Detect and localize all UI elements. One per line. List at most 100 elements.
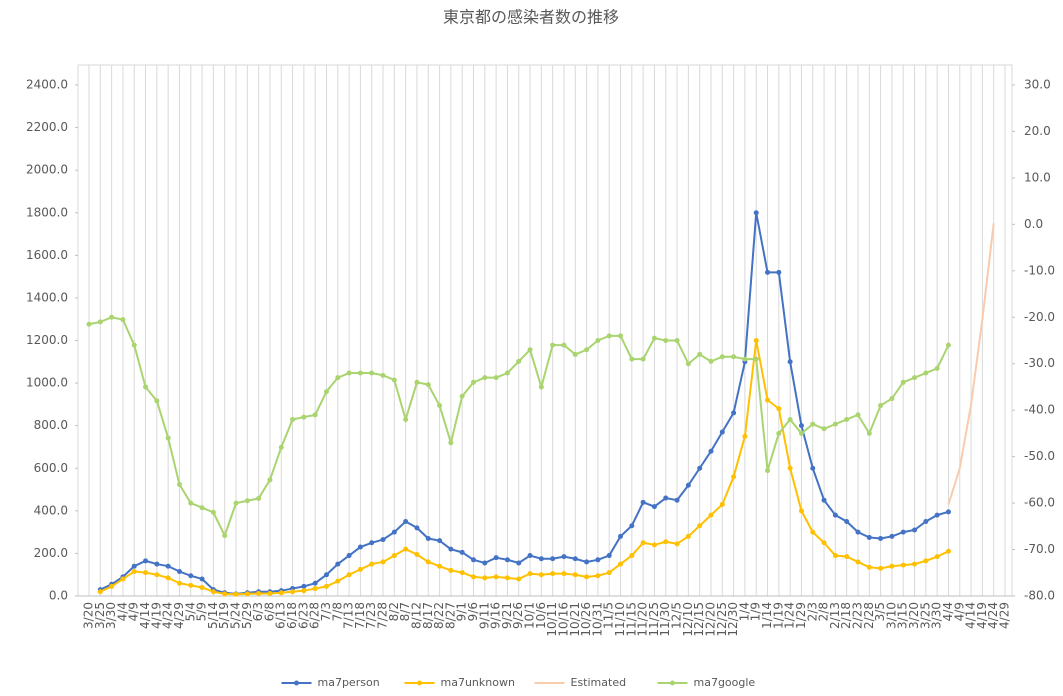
x-tick-label: 10/21 bbox=[568, 602, 582, 637]
point bbox=[97, 589, 103, 595]
x-tick-label: 11/20 bbox=[636, 602, 650, 637]
point bbox=[765, 468, 771, 474]
point bbox=[131, 563, 137, 569]
point bbox=[504, 370, 510, 376]
x-tick-label: 9/11 bbox=[477, 602, 491, 629]
x-tick-label: 5/29 bbox=[240, 602, 254, 629]
point bbox=[674, 541, 680, 547]
point bbox=[798, 423, 804, 429]
point bbox=[844, 554, 850, 560]
y2-tick-label: -70.0 bbox=[1024, 542, 1055, 556]
point bbox=[188, 500, 194, 506]
point bbox=[674, 497, 680, 503]
point bbox=[267, 590, 273, 596]
point bbox=[651, 504, 657, 510]
point bbox=[233, 500, 239, 506]
point bbox=[527, 553, 533, 559]
point bbox=[550, 571, 556, 577]
y2-tick-label: 30.0 bbox=[1024, 78, 1051, 92]
series-line bbox=[99, 212, 949, 595]
point bbox=[798, 430, 804, 436]
point bbox=[572, 572, 578, 578]
point bbox=[425, 536, 431, 542]
point bbox=[753, 210, 759, 216]
point bbox=[176, 580, 182, 586]
y-tick-label: 200.0 bbox=[34, 546, 68, 560]
x-tick-label: 6/23 bbox=[296, 602, 310, 629]
point bbox=[663, 495, 669, 501]
point bbox=[165, 435, 171, 441]
x-tick-label: 3/30 bbox=[930, 602, 944, 629]
y-tick-label: 1800.0 bbox=[26, 205, 68, 219]
series-line bbox=[99, 340, 949, 596]
y-tick-label: 0.0 bbox=[49, 589, 68, 603]
point bbox=[369, 561, 375, 567]
y2-tick-label: 0.0 bbox=[1024, 217, 1043, 231]
point bbox=[120, 576, 126, 582]
point bbox=[719, 501, 725, 507]
point bbox=[425, 382, 431, 388]
x-tick-label: 9/26 bbox=[511, 602, 525, 629]
point bbox=[538, 384, 544, 390]
point bbox=[595, 573, 601, 579]
x-tick-label: 8/27 bbox=[443, 602, 457, 629]
point bbox=[154, 398, 160, 404]
point bbox=[109, 314, 115, 320]
point bbox=[618, 533, 624, 539]
point bbox=[357, 544, 363, 550]
point bbox=[459, 570, 465, 576]
point bbox=[821, 497, 827, 503]
x-tick-label: 11/15 bbox=[624, 602, 638, 637]
point bbox=[945, 509, 951, 515]
x-tick-label: 1/29 bbox=[794, 602, 808, 629]
x-tick-label: 10/16 bbox=[556, 602, 570, 637]
point bbox=[425, 559, 431, 565]
point bbox=[210, 509, 216, 515]
point bbox=[504, 557, 510, 563]
point bbox=[323, 572, 329, 578]
point bbox=[674, 338, 680, 343]
point bbox=[584, 574, 590, 580]
point bbox=[482, 375, 488, 381]
point bbox=[199, 576, 205, 582]
x-tick-label: 1/9 bbox=[749, 602, 763, 621]
point bbox=[323, 583, 329, 589]
x-tick-label: 12/10 bbox=[681, 602, 695, 637]
point bbox=[233, 591, 239, 597]
point bbox=[934, 554, 940, 560]
point bbox=[312, 580, 318, 586]
y-tick-label: 1600.0 bbox=[26, 248, 68, 262]
point bbox=[663, 539, 669, 545]
point bbox=[301, 414, 307, 420]
x-tick-label: 4/24 bbox=[986, 602, 1000, 629]
point bbox=[414, 379, 420, 385]
point bbox=[878, 403, 884, 409]
legend-marker bbox=[670, 680, 675, 686]
point bbox=[97, 319, 103, 325]
point bbox=[470, 379, 476, 385]
y2-tick-label: -30.0 bbox=[1024, 356, 1055, 370]
point bbox=[482, 575, 488, 581]
point bbox=[301, 583, 307, 589]
point bbox=[810, 529, 816, 535]
point bbox=[527, 347, 533, 353]
y2-tick-label: 20.0 bbox=[1024, 124, 1051, 138]
y2-tick-label: -60.0 bbox=[1024, 496, 1055, 510]
point bbox=[312, 412, 318, 418]
point bbox=[889, 563, 895, 569]
point bbox=[391, 553, 397, 559]
x-tick-label: 4/14 bbox=[964, 602, 978, 629]
x-tick-label: 10/11 bbox=[545, 602, 559, 637]
x-tick-label: 5/19 bbox=[217, 602, 231, 629]
point bbox=[493, 555, 499, 561]
legend-label: ma7unknown bbox=[441, 676, 515, 689]
point bbox=[267, 477, 273, 483]
chart-title: 東京都の感染者数の推移 bbox=[443, 8, 619, 27]
point bbox=[550, 556, 556, 562]
x-tick-label: 12/30 bbox=[726, 602, 740, 637]
point bbox=[855, 559, 861, 565]
point bbox=[912, 561, 918, 567]
x-tick-label: 10/31 bbox=[590, 602, 604, 637]
x-tick-label: 8/12 bbox=[409, 602, 423, 629]
point bbox=[459, 549, 465, 555]
